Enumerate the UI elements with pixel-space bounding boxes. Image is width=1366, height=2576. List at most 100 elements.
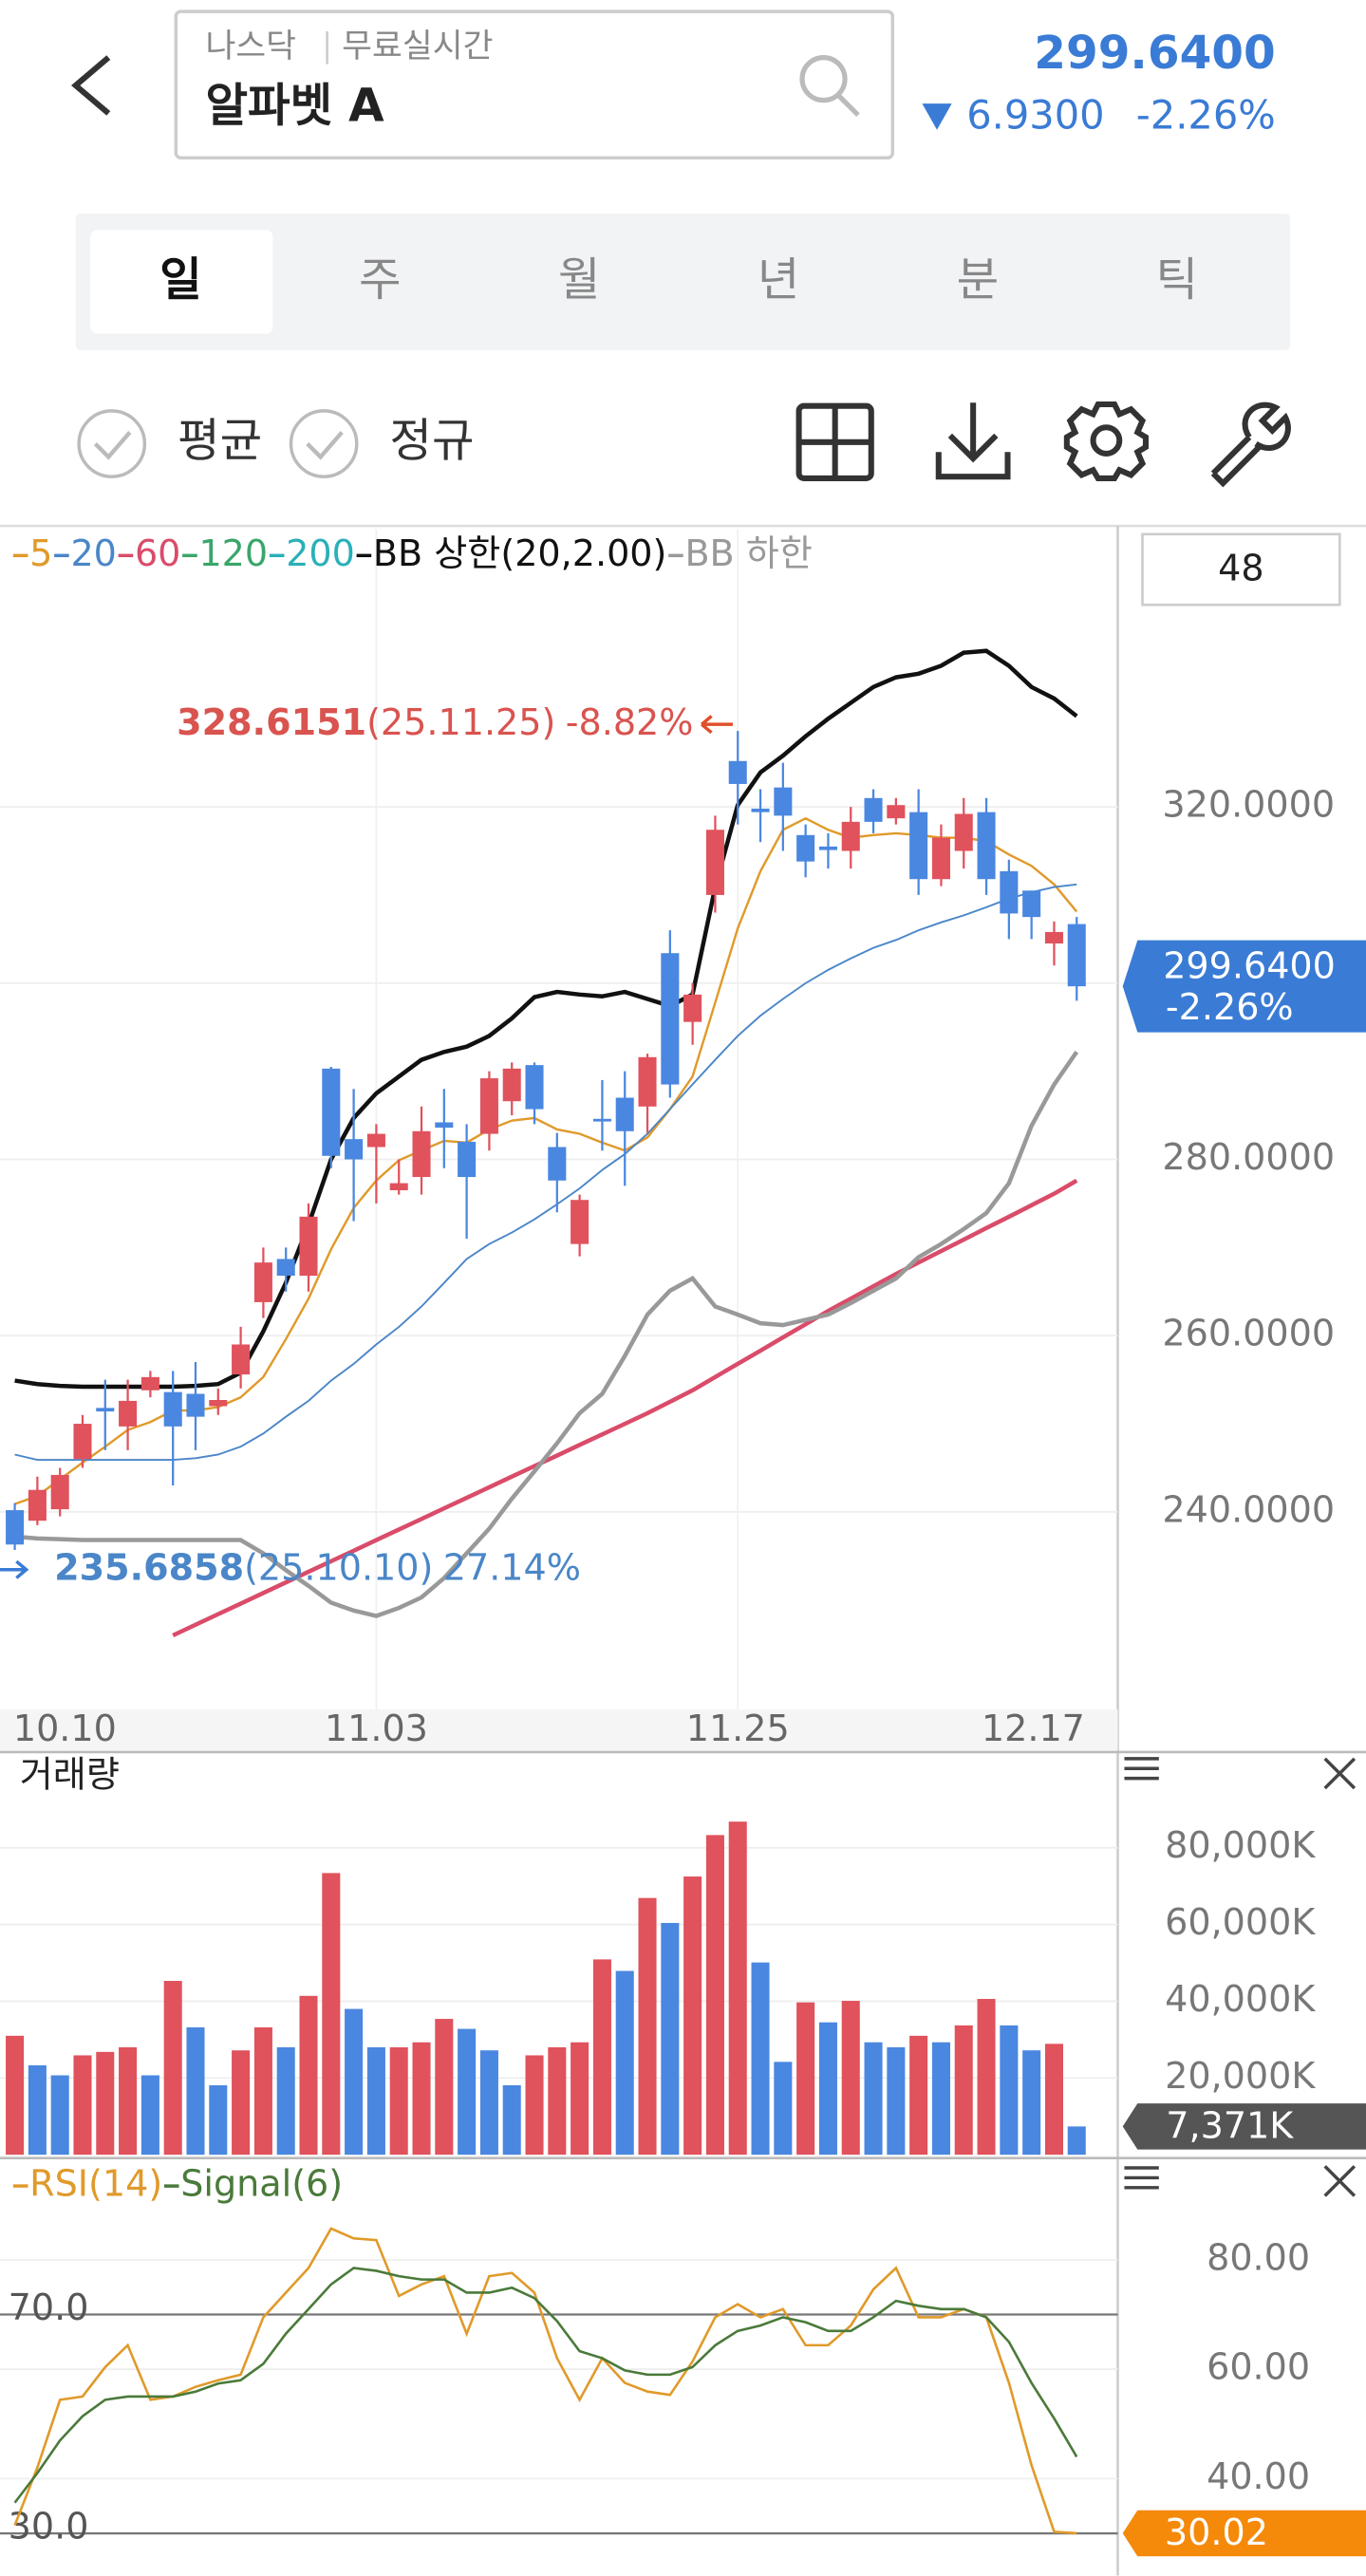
tab[interactable]: 년 <box>758 253 800 307</box>
checkbox[interactable] <box>77 409 147 478</box>
stock-name: 알파벳 A <box>205 79 384 132</box>
volume-bar <box>615 1970 634 2156</box>
y-tick-label: 320.0000 <box>1162 784 1335 826</box>
y-tick-label: 280.0000 <box>1162 1136 1335 1178</box>
candle-body <box>548 1147 567 1181</box>
menu-icon[interactable] <box>1124 2166 1159 2190</box>
candle-body <box>253 1262 272 1302</box>
count: 48 <box>1218 547 1263 588</box>
candle-body <box>909 812 928 880</box>
count-box[interactable] <box>1141 532 1341 607</box>
search-icon <box>836 93 860 118</box>
candle-body <box>661 953 680 1085</box>
panel-icons <box>1124 1757 1357 2197</box>
current-price: 299.6400 <box>1163 945 1336 987</box>
candle-body <box>592 1118 611 1122</box>
search-box[interactable] <box>174 9 895 159</box>
y-tick-label: 240.0000 <box>1162 1488 1335 1530</box>
close-icon[interactable] <box>1323 1757 1357 1790</box>
toggle-label[interactable]: 정규 <box>389 415 474 468</box>
volume-bar <box>841 2001 860 2156</box>
candle-body <box>615 1097 634 1131</box>
checkbox[interactable] <box>289 409 359 478</box>
volume-bar <box>140 2075 159 2156</box>
low-arrow <box>0 1559 29 1579</box>
settings-icon[interactable] <box>1090 424 1123 457</box>
candle-body <box>887 805 906 819</box>
candle-body <box>796 834 815 862</box>
candle-body <box>209 1399 228 1407</box>
volume-bar <box>864 2042 883 2156</box>
volume-bar <box>818 2022 837 2156</box>
candle-body <box>389 1183 408 1190</box>
current-rsi: 30.02 <box>1165 2511 1268 2553</box>
tab-bar <box>75 214 1291 350</box>
candle-body <box>1022 890 1041 918</box>
candle-body <box>322 1068 341 1156</box>
volume-bar <box>276 2046 295 2156</box>
volume-bar <box>751 1962 770 2156</box>
volume-bar <box>525 2055 544 2156</box>
volume-bar <box>73 2055 92 2156</box>
toggle-label[interactable]: 평균 <box>178 415 262 468</box>
volume-bar <box>479 2050 498 2156</box>
panel-title: 거래량 <box>20 1753 120 1795</box>
candle-body <box>751 808 770 812</box>
candle-body <box>458 1141 477 1178</box>
rsi-line <box>13 2267 1078 2504</box>
volume-bar <box>728 1821 747 2156</box>
volume-bar <box>345 2008 364 2156</box>
plot <box>6 648 1086 1638</box>
feed: 무료실시간 <box>342 28 493 65</box>
tab[interactable]: 틱 <box>1156 253 1199 307</box>
volume-bar <box>1067 2126 1086 2156</box>
volume-bar <box>28 2064 47 2156</box>
tab[interactable]: 분 <box>957 253 1000 307</box>
y-tick-label: 80.00 <box>1207 2236 1310 2278</box>
download-icon[interactable] <box>935 402 1011 480</box>
candle-body <box>186 1393 205 1417</box>
value-tag <box>1122 940 1366 1033</box>
volume-bar <box>366 2046 385 2156</box>
y-tick-label: 60,000K <box>1165 1901 1316 1943</box>
volume-bar <box>954 2025 973 2156</box>
guide-label: 70.0 <box>9 2287 89 2328</box>
candle-body <box>299 1216 318 1277</box>
x-tick-label: 12.17 <box>982 1708 1085 1749</box>
candle-body <box>571 1200 589 1244</box>
toolbar-icons <box>795 401 1291 488</box>
tab[interactable]: 주 <box>359 253 402 307</box>
volume-bar <box>6 2035 25 2156</box>
back-button[interactable] <box>70 55 111 116</box>
menu-icon[interactable] <box>1124 1757 1159 1781</box>
x-tick-label: 10.10 <box>13 1708 117 1749</box>
indicator-line <box>14 883 1077 1461</box>
toggles: 평균 정규 <box>178 415 475 468</box>
candle-body <box>366 1133 385 1148</box>
search-icon[interactable] <box>799 55 848 103</box>
low-change: 27.14% <box>443 1546 581 1588</box>
legend-label: 20 <box>70 532 116 574</box>
candle-body <box>977 812 996 880</box>
x-tick-label: 11.25 <box>686 1708 790 1749</box>
close-icon[interactable] <box>1323 2165 1357 2197</box>
tab[interactable]: 월 <box>558 253 601 307</box>
legend-label: 60 <box>135 532 180 574</box>
volume-bar <box>571 2042 589 2156</box>
settings-icon <box>1063 401 1149 481</box>
change: 6.9300 <box>966 92 1104 139</box>
tab[interactable]: 일 <box>159 253 202 307</box>
volume-bar <box>1044 2044 1063 2156</box>
check <box>93 431 132 460</box>
x-tick-label: 11.03 <box>325 1708 428 1749</box>
y-tick-label: 20,000K <box>1165 2055 1316 2097</box>
candle-body <box>73 1424 92 1460</box>
selected-tab <box>90 230 273 334</box>
legend-label: BB 하한 <box>684 532 812 574</box>
candle-body <box>638 1056 657 1107</box>
volume-bar <box>705 1835 724 2156</box>
volume-bar <box>977 1999 996 2156</box>
tool-icon[interactable] <box>1210 401 1291 488</box>
candle-body <box>96 1408 115 1412</box>
indicator-line <box>172 1178 1078 1638</box>
